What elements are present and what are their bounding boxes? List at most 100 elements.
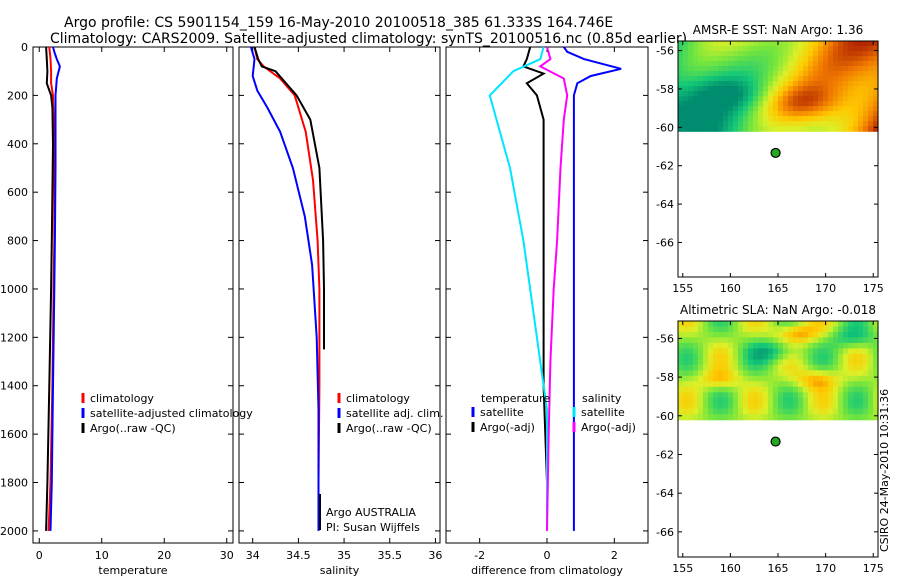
heatmap-cell (818, 51, 824, 57)
heatmap-cell (763, 359, 769, 366)
heatmap-cell (793, 76, 799, 82)
heatmap-cell (738, 56, 744, 62)
heatmap-cell (848, 370, 854, 377)
heatmap-cell (728, 348, 734, 355)
heatmap-cell (698, 359, 704, 366)
heatmap-cell (733, 342, 739, 349)
heatmap-cell (698, 403, 704, 410)
heatmap-cell (863, 46, 869, 52)
heatmap-cell (738, 348, 744, 355)
heatmap-cell (808, 51, 814, 57)
heatmap-cell (703, 46, 709, 52)
heatmap-cell (708, 342, 714, 349)
heatmap-cell (753, 86, 759, 92)
heatmap-cell (808, 126, 814, 132)
heatmap-cell (793, 106, 799, 112)
heatmap-cell (828, 397, 834, 404)
heatmap-cell (838, 51, 844, 57)
heatmap-cell (748, 106, 754, 112)
heatmap-cell (828, 321, 834, 328)
heatmap-cell (853, 56, 859, 62)
heatmap-cell (838, 359, 844, 366)
heatmap-cell (788, 364, 794, 371)
heatmap-cell (763, 96, 769, 102)
heatmap-cell (808, 386, 814, 393)
heatmap-cell (828, 51, 834, 57)
heatmap-cell (808, 403, 814, 410)
heatmap-cell (773, 397, 779, 404)
heatmap-cell (813, 61, 819, 67)
heatmap-cell (758, 86, 764, 92)
heatmap-cell (838, 408, 844, 415)
heatmap-cell (798, 370, 804, 377)
heatmap-cell (693, 66, 699, 72)
heatmap-cell (823, 51, 829, 57)
heatmap-cell (728, 46, 734, 52)
heatmap-cell (793, 126, 799, 132)
heatmap-cell (718, 332, 724, 339)
heatmap-cell (873, 81, 879, 87)
heatmap-cell (718, 408, 724, 415)
heatmap-cell (743, 86, 749, 92)
heatmap-cell (793, 86, 799, 92)
heatmap-cell (848, 321, 854, 328)
heatmap-cell (723, 91, 729, 97)
heatmap-cell (823, 403, 829, 410)
heatmap-cell (678, 91, 684, 97)
series-line (562, 46, 622, 531)
heatmap-cell (758, 348, 764, 355)
heatmap-cell (743, 81, 749, 87)
heatmap-cell (738, 375, 744, 382)
heatmap-cell (833, 71, 839, 77)
heatmap-cell (703, 51, 709, 57)
heatmap-cell (798, 71, 804, 77)
heatmap-cell (768, 111, 774, 117)
legend-group-title: salinity (582, 392, 622, 405)
heatmap-cell (773, 126, 779, 132)
heatmap-cell (763, 326, 769, 333)
heatmap-cell (718, 397, 724, 404)
heatmap-cell (793, 381, 799, 388)
series-line (249, 46, 320, 531)
heatmap-cell (803, 66, 809, 72)
heatmap-cell (693, 375, 699, 382)
heatmap-cell (863, 359, 869, 366)
heatmap-cell (823, 353, 829, 360)
heatmap-cell (843, 91, 849, 97)
heatmap-cell (778, 403, 784, 410)
heatmap-cell (783, 381, 789, 388)
heatmap-cell (778, 41, 784, 47)
heatmap-cell (833, 121, 839, 127)
heatmap-cell (813, 71, 819, 77)
heatmap-cell (713, 375, 719, 382)
heatmap-cell (693, 106, 699, 112)
heatmap-cell (818, 96, 824, 102)
heatmap-cell (843, 111, 849, 117)
heatmap-cell (798, 116, 804, 122)
heatmap-cell (808, 370, 814, 377)
heatmap-cell (868, 71, 874, 77)
heatmap-cell (723, 41, 729, 47)
heatmap-cell (793, 51, 799, 57)
heatmap-cell (863, 321, 869, 328)
heatmap-cell (783, 86, 789, 92)
heatmap-cell (738, 403, 744, 410)
heatmap-cell (798, 86, 804, 92)
heatmap-cell (828, 41, 834, 47)
heatmap-cell (868, 403, 874, 410)
heatmap-cell (833, 386, 839, 393)
heatmap-cell (733, 126, 739, 132)
heatmap-cell (693, 392, 699, 399)
heatmap-cell (718, 111, 724, 117)
heatmap-cell (683, 46, 689, 52)
x-tick-label: 2 (611, 549, 618, 562)
heatmap-cell (688, 41, 694, 47)
heatmap-cell (803, 386, 809, 393)
heatmap-cell (788, 106, 794, 112)
heatmap-cell (738, 76, 744, 82)
heatmap-cell (788, 397, 794, 404)
heatmap-cell (713, 111, 719, 117)
heatmap-cell (873, 403, 879, 410)
heatmap-cell (823, 81, 829, 87)
heatmap-cell (823, 121, 829, 127)
